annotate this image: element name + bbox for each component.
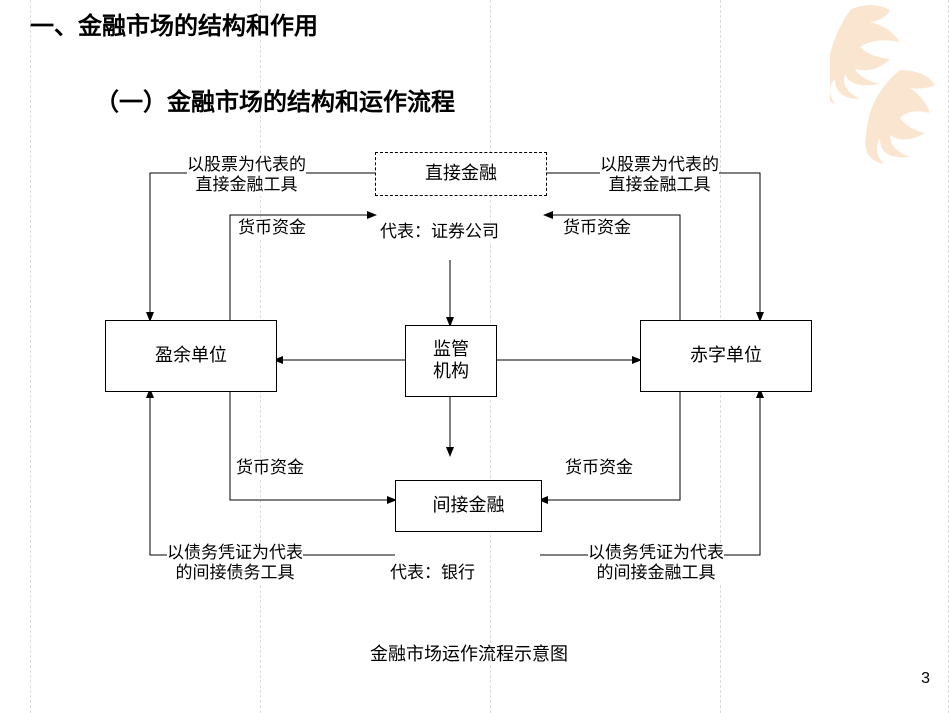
label-indirect-rep: 代表：银行 bbox=[390, 563, 475, 583]
node-regulator: 监管 机构 bbox=[405, 325, 497, 397]
node-surplus-unit: 盈余单位 bbox=[105, 320, 277, 392]
label-bot-left-tool: 以债务凭证为代表 的间接债务工具 bbox=[167, 543, 303, 584]
node-indirect-finance: 间接金融 bbox=[395, 480, 542, 532]
node-deficit-unit: 赤字单位 bbox=[640, 320, 812, 392]
label-bot-left-money: 货币资金 bbox=[236, 458, 304, 478]
heading-main: 一、金融市场的结构和作用 bbox=[30, 6, 318, 41]
label-top-right-money: 货币资金 bbox=[563, 218, 631, 238]
flow-diagram: 直接金融 盈余单位 监管 机构 赤字单位 间接金融 以股票为代表的 直接金融工具… bbox=[100, 140, 870, 620]
page-number: 3 bbox=[921, 670, 930, 688]
heading-sub: （一）金融市场的结构和运作流程 bbox=[95, 82, 455, 117]
diagram-caption: 金融市场运作流程示意图 bbox=[370, 640, 568, 666]
label-top-right-tool: 以股票为代表的 直接金融工具 bbox=[600, 155, 719, 196]
label-top-left-money: 货币资金 bbox=[238, 218, 306, 238]
label-bot-right-tool: 以债务凭证为代表 的间接金融工具 bbox=[588, 543, 724, 584]
node-direct-finance: 直接金融 bbox=[375, 152, 547, 196]
guide-1 bbox=[30, 0, 31, 713]
label-bot-right-money: 货币资金 bbox=[565, 458, 633, 478]
label-top-left-tool: 以股票为代表的 直接金融工具 bbox=[187, 155, 306, 196]
label-direct-rep: 代表：证券公司 bbox=[380, 222, 499, 242]
